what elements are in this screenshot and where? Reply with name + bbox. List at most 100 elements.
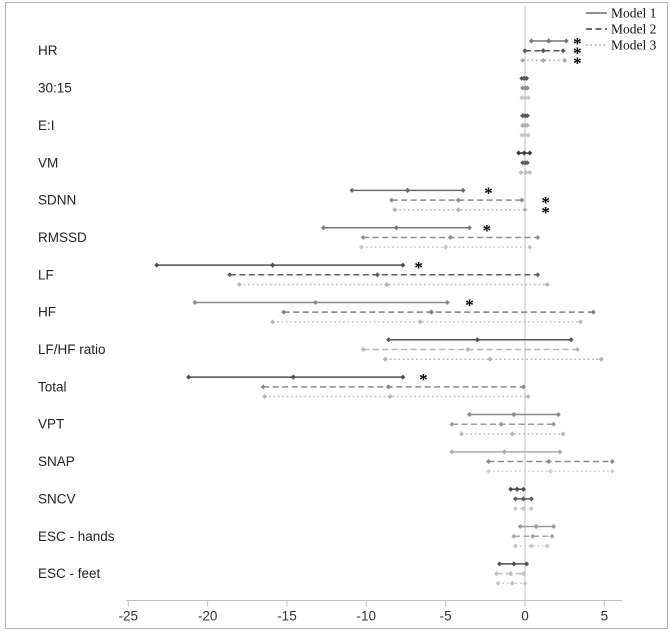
ci-marker (349, 187, 355, 193)
row-group: SNAP (38, 449, 615, 474)
x-axis: -25 -20 -15 -10 -5 0 5 (118, 600, 622, 624)
ci-marker (517, 524, 523, 530)
row-label: VM (38, 155, 58, 170)
ci-marker (392, 207, 398, 213)
row-label: Total (38, 379, 67, 394)
ci-marker (527, 244, 533, 250)
ci-marker (360, 234, 366, 240)
ci-marker (236, 282, 242, 287)
ci-marker (192, 299, 198, 305)
ci-marker (522, 207, 528, 213)
x-tick-label: 5 (601, 609, 609, 624)
ci-marker (520, 506, 527, 512)
ci-marker (474, 337, 480, 343)
ci-marker (495, 580, 501, 586)
ci-marker (382, 356, 388, 362)
row-group: 30:15 (38, 75, 531, 101)
ci-marker (512, 543, 518, 549)
significance-asterisk: * (414, 258, 423, 277)
ci-marker (428, 309, 434, 315)
ci-marker (527, 169, 533, 175)
row-group: HR *** (38, 34, 582, 72)
x-tick-label: -20 (198, 609, 218, 624)
x-tick-label: -15 (277, 609, 297, 624)
row-label: SDNN (38, 193, 76, 208)
row-group: LF/HF ratio (38, 337, 604, 362)
ci-marker (533, 523, 539, 530)
legend-item-model-3: Model 3 (586, 38, 657, 53)
x-tick-label: 0 (521, 609, 529, 624)
row-group: SDNN *** (38, 183, 550, 221)
significance-asterisk: * (573, 53, 582, 72)
ci-marker (519, 132, 525, 138)
row-group: VPT (38, 411, 566, 437)
ci-marker (385, 384, 392, 390)
ci-marker (512, 496, 518, 502)
row-label: SNAP (38, 454, 75, 469)
ci-marker (574, 347, 580, 352)
significance-asterisk: * (484, 183, 493, 202)
ci-marker (524, 85, 530, 91)
ci-marker (485, 468, 491, 474)
row-group: LF * (38, 258, 550, 288)
ci-marker (523, 169, 529, 176)
ci-marker (466, 412, 472, 417)
ci-marker (512, 506, 518, 512)
ci-marker (497, 561, 503, 567)
ci-marker (528, 496, 534, 502)
row-label: E:I (38, 118, 55, 133)
row-group: VM (38, 150, 533, 176)
ci-marker (493, 571, 499, 577)
ci-marker (400, 262, 406, 268)
ci-marker (524, 160, 530, 166)
ci-marker (524, 113, 530, 119)
ci-marker (578, 319, 584, 325)
significance-asterisk: * (483, 221, 492, 240)
ci-marker (528, 543, 534, 549)
ci-marker (520, 57, 526, 63)
ci-marker (360, 347, 366, 352)
ci-marker (359, 244, 365, 250)
ci-marker (524, 122, 530, 128)
ci-marker (522, 132, 528, 138)
ci-marker (590, 309, 596, 315)
ci-marker (447, 234, 454, 241)
significance-asterisk: * (465, 295, 474, 314)
legend-label: Model 1 (611, 6, 656, 21)
ci-marker (374, 272, 381, 278)
ci-marker (393, 225, 400, 231)
significance-asterisk: * (541, 203, 550, 222)
ci-marker (535, 272, 541, 278)
ci-marker (465, 346, 471, 353)
ci-marker (549, 533, 555, 539)
ci-marker (525, 132, 531, 138)
ci-marker (522, 48, 528, 54)
ci-marker (540, 48, 546, 54)
ci-marker (270, 262, 276, 268)
legend-item-model-2: Model 2 (586, 22, 656, 37)
row-group: SNCV (38, 486, 534, 512)
ci-marker (527, 150, 533, 156)
ci-marker (389, 197, 395, 203)
ci-marker (509, 431, 515, 437)
ci-marker (546, 38, 552, 44)
ci-marker (509, 580, 515, 586)
ci-marker (508, 486, 514, 492)
ci-marker (520, 486, 526, 492)
ci-marker (557, 449, 563, 455)
x-tick-label: -10 (357, 609, 377, 624)
ci-marker (501, 449, 507, 455)
ci-marker (540, 57, 546, 63)
ci-marker (387, 393, 393, 400)
ci-marker (522, 580, 528, 586)
ci-marker (530, 533, 536, 539)
row-label: VPT (38, 417, 64, 432)
ci-marker (562, 57, 568, 63)
ci-marker (520, 571, 526, 577)
legend-item-model-1: Model 1 (586, 6, 656, 21)
ci-marker (525, 95, 531, 101)
ci-marker (609, 468, 615, 474)
ci-marker (290, 374, 296, 380)
